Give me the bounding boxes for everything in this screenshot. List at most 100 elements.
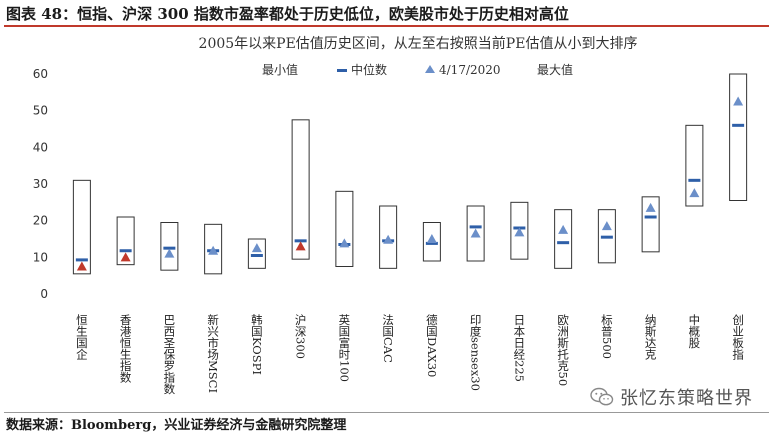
x-category-text: 英国富时100	[337, 313, 351, 382]
median-marker	[163, 246, 176, 250]
range-box	[685, 124, 704, 207]
x-category-text: 中概股	[687, 314, 701, 349]
pe-range-chart: 2005年以来PE估值历史区间，从左至右按照当前PE估值从小到大排序 最小值 中位…	[33, 35, 748, 395]
current-marker	[251, 243, 262, 253]
range-box	[422, 222, 441, 262]
x-category-text: 纳斯达克	[644, 314, 658, 360]
median-marker	[425, 241, 438, 245]
range-box	[291, 119, 310, 260]
chart-title: 2005年以来PE估值历史区间，从左至右按照当前PE估值从小到大排序	[199, 35, 638, 52]
median-marker	[688, 178, 701, 182]
x-category-label: 恒生国企	[75, 314, 89, 360]
median-marker	[75, 258, 88, 262]
current-marker	[514, 227, 525, 237]
range-box	[729, 73, 748, 201]
x-category-label: 创业板指	[731, 314, 745, 361]
current-marker	[208, 245, 219, 255]
y-tick-label: 60	[33, 67, 48, 81]
median-marker	[732, 123, 745, 127]
legend-median-swatch	[337, 69, 347, 72]
legend-item-label: 4/17/2020	[439, 63, 501, 77]
x-category-text: 创业板指	[731, 314, 745, 361]
current-marker	[426, 234, 437, 243]
current-marker	[383, 234, 394, 244]
legend-item-label: 最小值	[262, 62, 298, 77]
y-tick-label: 40	[33, 140, 48, 154]
x-category-text: 法国CAC	[381, 313, 395, 363]
y-tick-label: 20	[33, 214, 48, 228]
range-box	[554, 209, 573, 269]
current-marker	[558, 224, 569, 234]
range-box	[597, 209, 616, 264]
range-box	[510, 201, 529, 260]
x-category-text: 新兴市场MSCI	[206, 313, 220, 393]
range-box	[160, 222, 179, 271]
median-marker	[644, 215, 657, 219]
range-box	[247, 238, 266, 269]
x-category-label: 巴西圣保罗指数	[162, 314, 176, 395]
x-category-label: 德国DAX30	[425, 313, 439, 377]
x-category-label: 英国富时100	[337, 313, 351, 382]
legend-item-label: 中位数	[351, 62, 387, 77]
current-marker	[689, 188, 700, 198]
median-marker	[469, 225, 482, 229]
x-category-label: 标普500	[600, 314, 614, 359]
x-category-label: 纳斯达克	[644, 314, 658, 360]
current-marker	[164, 248, 175, 258]
current-marker	[733, 96, 744, 106]
x-category-text: 沪深300	[294, 313, 308, 359]
x-axis-labels: 恒生国企 香港恒生指数 巴西圣保罗指数 新兴市场MSCI 韩国KOSPI 沪深300 英国富…	[75, 313, 745, 395]
source-note: 数据来源：Bloomberg，兴业证券经济与金融研究院整理	[6, 418, 347, 433]
range-box	[72, 179, 91, 275]
y-tick-label: 50	[33, 104, 48, 118]
x-category-text: 恒生国企	[75, 314, 89, 360]
x-category-label: 欧洲斯托克50	[556, 314, 570, 386]
current-marker	[470, 228, 481, 238]
watermark-text: 张忆东策略世界	[620, 388, 753, 409]
median-marker	[119, 249, 132, 253]
x-category-text: 印度sensex30	[469, 314, 483, 391]
x-category-text: 德国DAX30	[425, 313, 439, 377]
report-header: 图表 48：恒指、沪深 300 指数市盈率都处于历史低位，欧美股市处于历史相对高…	[0, 0, 773, 27]
x-category-text: 日本日经225	[512, 314, 526, 382]
median-marker	[250, 254, 263, 257]
y-tick-label: 0	[40, 287, 48, 301]
range-box	[379, 205, 398, 269]
range-box	[204, 223, 223, 275]
x-category-label: 中概股	[687, 314, 701, 349]
range-box	[335, 190, 354, 267]
x-category-label: 韩国KOSPI	[250, 313, 264, 375]
legend-item-label: 最大值	[537, 62, 573, 77]
chart-legend: 最小值 中位数 4/17/2020 最大值	[262, 62, 573, 77]
current-marker	[601, 221, 612, 231]
legend-current-swatch	[425, 65, 435, 73]
plot-area	[72, 73, 748, 275]
x-category-text: 韩国KOSPI	[250, 313, 264, 375]
current-marker	[645, 202, 656, 212]
current-marker	[120, 252, 131, 262]
current-marker	[76, 261, 87, 271]
x-category-label: 法国CAC	[381, 313, 395, 363]
x-category-text: 标普500	[600, 314, 614, 359]
current-marker	[339, 238, 350, 248]
range-box	[116, 216, 135, 266]
current-marker	[295, 241, 306, 251]
x-category-text: 香港恒生指数	[119, 314, 133, 384]
footer-rule	[4, 412, 769, 413]
x-category-label: 印度sensex30	[469, 314, 483, 391]
median-marker	[294, 239, 307, 243]
x-category-label: 沪深300	[294, 313, 308, 359]
y-tick-label: 30	[33, 177, 48, 191]
median-marker	[600, 235, 613, 239]
x-category-text: 巴西圣保罗指数	[162, 314, 176, 395]
median-marker	[557, 241, 570, 245]
y-axis: 0 10 20 30 40 50 60	[33, 67, 48, 301]
y-tick-label: 10	[33, 250, 48, 264]
range-box	[641, 196, 660, 253]
x-category-label: 日本日经225	[512, 314, 526, 382]
x-category-label: 香港恒生指数	[119, 314, 133, 384]
range-box	[466, 205, 485, 262]
x-category-text: 欧洲斯托克50	[556, 314, 570, 386]
figure-title: 图表 48：恒指、沪深 300 指数市盈率都处于历史低位，欧美股市处于历史相对高…	[6, 5, 569, 23]
wechat-icon	[590, 387, 614, 406]
